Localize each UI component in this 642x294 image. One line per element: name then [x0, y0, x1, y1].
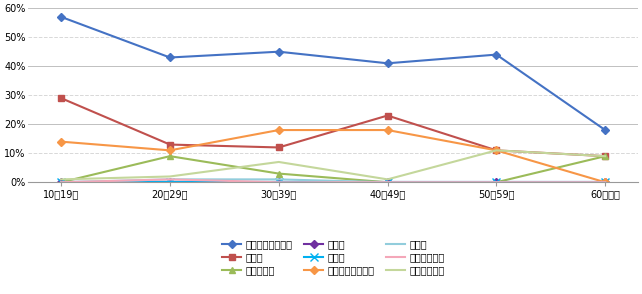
就職・転職・起業 [166, 56, 174, 59]
生活の利便性 [384, 178, 392, 181]
卒　業 [492, 181, 500, 184]
退職・廃業 [384, 181, 392, 184]
就　学 [384, 181, 392, 184]
卒　業 [602, 181, 609, 184]
就職・転職・起業 [57, 15, 65, 19]
転　勤 [602, 154, 609, 158]
住　宅 [384, 181, 392, 184]
就職・転職・起業 [275, 50, 282, 54]
住　宅 [57, 181, 65, 184]
Legend: 就職・転職・起業, 転　勤, 退職・廃業, 就　学, 卒　業, 結婚・離婚・縁組, 住　宅, 交通の利便性, 生活の利便性: 就職・転職・起業, 転 勤, 退職・廃業, 就 学, 卒 業, 結婚・離婚・縁組… [222, 239, 444, 275]
住　宅 [166, 178, 174, 181]
就職・転職・起業 [492, 53, 500, 56]
退職・廃業 [275, 172, 282, 175]
転　勤 [384, 114, 392, 117]
卒　業 [57, 181, 65, 184]
結婚・離婚・縁組 [166, 148, 174, 152]
住　宅 [602, 181, 609, 184]
生活の利便性 [602, 154, 609, 158]
Line: 住　宅: 住 宅 [61, 179, 605, 182]
就　学 [492, 181, 500, 184]
Line: 生活の利便性: 生活の利便性 [61, 150, 605, 179]
交通の利便性 [492, 181, 500, 184]
Line: 退職・廃業: 退職・廃業 [58, 153, 609, 186]
生活の利便性 [275, 160, 282, 164]
Line: 就職・転職・起業: 就職・転職・起業 [58, 14, 608, 133]
転　勤 [492, 148, 500, 152]
転　勤 [275, 146, 282, 149]
卒　業 [166, 181, 174, 184]
住　宅 [275, 178, 282, 181]
結婚・離婚・縁組 [492, 148, 500, 152]
転　勤 [57, 96, 65, 100]
結婚・離婚・縁組 [384, 128, 392, 132]
就　学 [275, 181, 282, 184]
生活の利便性 [166, 175, 174, 178]
生活の利便性 [492, 148, 500, 152]
住　宅 [492, 181, 500, 184]
退職・廃業 [166, 154, 174, 158]
就職・転職・起業 [384, 61, 392, 65]
Line: 結婚・離婚・縁組: 結婚・離婚・縁組 [58, 127, 608, 185]
交通の利便性 [275, 181, 282, 184]
Line: 卒　業: 卒 業 [57, 178, 609, 186]
交通の利便性 [384, 181, 392, 184]
退職・廃業 [57, 181, 65, 184]
卒　業 [384, 181, 392, 184]
交通の利便性 [57, 181, 65, 184]
Line: 交通の利便性: 交通の利便性 [61, 179, 605, 182]
退職・廃業 [602, 154, 609, 158]
結婚・離婚・縁組 [57, 140, 65, 143]
生活の利便性 [57, 178, 65, 181]
就　学 [57, 181, 65, 184]
転　勤 [166, 143, 174, 146]
交通の利便性 [602, 181, 609, 184]
Line: 転　勤: 転 勤 [58, 95, 608, 159]
卒　業 [275, 181, 282, 184]
Line: 就　学: 就 学 [58, 180, 608, 185]
退職・廃業 [492, 181, 500, 184]
就　学 [602, 181, 609, 184]
就職・転職・起業 [602, 128, 609, 132]
交通の利便性 [166, 178, 174, 181]
結婚・離婚・縁組 [275, 128, 282, 132]
結婚・離婚・縁組 [602, 181, 609, 184]
就　学 [166, 181, 174, 184]
